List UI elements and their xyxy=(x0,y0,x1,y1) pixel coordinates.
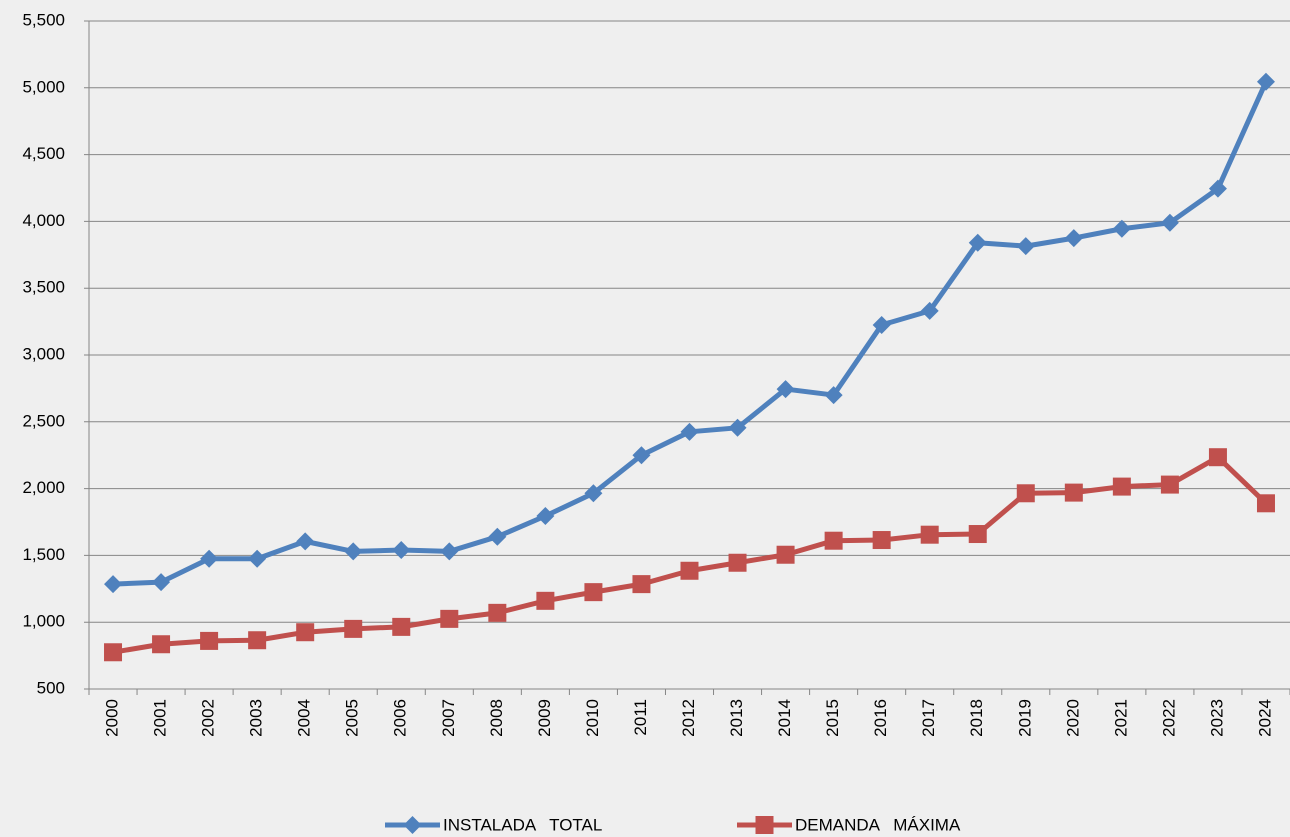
data-point xyxy=(152,573,171,592)
data-point xyxy=(680,422,699,441)
data-point xyxy=(728,418,747,437)
data-point xyxy=(1016,237,1035,256)
data-point xyxy=(536,506,555,525)
y-tick-label: 2,000 xyxy=(22,478,65,497)
data-point xyxy=(1112,219,1131,238)
x-tick-label: 2010 xyxy=(583,699,602,737)
data-point xyxy=(920,301,939,320)
data-point xyxy=(1112,477,1131,496)
data-point xyxy=(200,631,219,650)
data-point xyxy=(488,603,507,622)
series-line xyxy=(112,454,1268,655)
x-tick-label: 2009 xyxy=(535,699,554,737)
x-tick-label: 2018 xyxy=(967,699,986,737)
data-point xyxy=(1160,475,1179,494)
data-point xyxy=(392,617,411,636)
y-tick-label: 3,500 xyxy=(22,278,65,297)
data-point xyxy=(536,591,555,610)
data-point xyxy=(1208,448,1227,467)
x-tick-label: 2005 xyxy=(343,699,362,737)
legend-label: INSTALADA TOTAL xyxy=(443,815,602,834)
y-tick-label: 4,000 xyxy=(22,211,65,230)
data-point xyxy=(248,549,267,568)
data-point xyxy=(680,561,699,580)
data-point xyxy=(1256,494,1275,513)
y-tick-label: 1,500 xyxy=(22,545,65,564)
y-tick-label: 5,500 xyxy=(22,10,65,29)
y-tick-label: 500 xyxy=(37,678,65,697)
data-point xyxy=(584,583,603,602)
data-point xyxy=(1016,484,1035,503)
x-tick-label: 2011 xyxy=(631,699,650,736)
y-tick-label: 4,500 xyxy=(22,144,65,163)
x-tick-label: 2020 xyxy=(1063,699,1082,737)
x-tick-label: 2001 xyxy=(151,699,170,737)
data-point xyxy=(1064,483,1083,502)
data-point xyxy=(488,527,507,546)
data-point xyxy=(1208,179,1227,198)
x-tick-label: 2024 xyxy=(1255,699,1274,737)
data-point xyxy=(776,380,795,399)
x-tick-label: 2016 xyxy=(871,699,890,737)
x-tick-label: 2021 xyxy=(1111,699,1130,737)
data-point xyxy=(632,575,651,594)
data-point xyxy=(968,525,987,544)
x-tick-label: 2015 xyxy=(823,699,842,737)
legend-marker xyxy=(403,816,422,834)
data-point xyxy=(920,525,939,544)
y-tick-label: 1,000 xyxy=(22,612,65,631)
data-point xyxy=(344,619,363,638)
data-point xyxy=(104,575,123,594)
data-point xyxy=(296,532,315,551)
series-line xyxy=(112,80,1269,587)
data-point xyxy=(632,446,651,465)
y-tick-label: 3,000 xyxy=(22,344,65,363)
x-tick-label: 2000 xyxy=(103,699,122,737)
data-point xyxy=(440,542,459,561)
data-point xyxy=(872,531,891,550)
x-tick-label: 2014 xyxy=(775,699,794,737)
data-point xyxy=(1064,229,1083,248)
data-point xyxy=(392,541,411,560)
data-point xyxy=(728,553,747,572)
data-point xyxy=(296,623,315,642)
data-point xyxy=(248,631,267,650)
data-point xyxy=(776,545,795,564)
data-point xyxy=(200,549,219,568)
x-tick-label: 2006 xyxy=(391,699,410,737)
x-tick-label: 2008 xyxy=(487,699,506,737)
data-point xyxy=(344,542,363,561)
data-point xyxy=(824,386,843,405)
data-point xyxy=(152,635,171,654)
legend-label: DEMANDA MÁXIMA xyxy=(795,815,961,834)
data-point xyxy=(968,233,987,252)
x-tick-label: 2017 xyxy=(919,699,938,737)
data-point xyxy=(440,609,459,628)
data-point xyxy=(104,643,123,662)
x-tick-label: 2004 xyxy=(295,699,314,737)
data-point xyxy=(872,315,891,334)
x-tick-label: 2002 xyxy=(199,699,218,737)
y-tick-label: 5,000 xyxy=(22,77,65,96)
x-tick-label: 2003 xyxy=(247,699,266,737)
data-point xyxy=(1256,72,1275,91)
y-tick-label: 2,500 xyxy=(22,411,65,430)
x-tick-label: 2007 xyxy=(439,699,458,737)
x-tick-label: 2012 xyxy=(679,699,698,737)
x-tick-label: 2022 xyxy=(1159,699,1178,737)
data-point xyxy=(584,484,603,503)
data-point xyxy=(1160,213,1179,232)
legend-marker xyxy=(755,816,774,834)
x-tick-label: 2013 xyxy=(727,699,746,737)
data-point xyxy=(824,531,843,550)
x-tick-label: 2019 xyxy=(1015,699,1034,737)
x-tick-label: 2023 xyxy=(1207,699,1226,737)
